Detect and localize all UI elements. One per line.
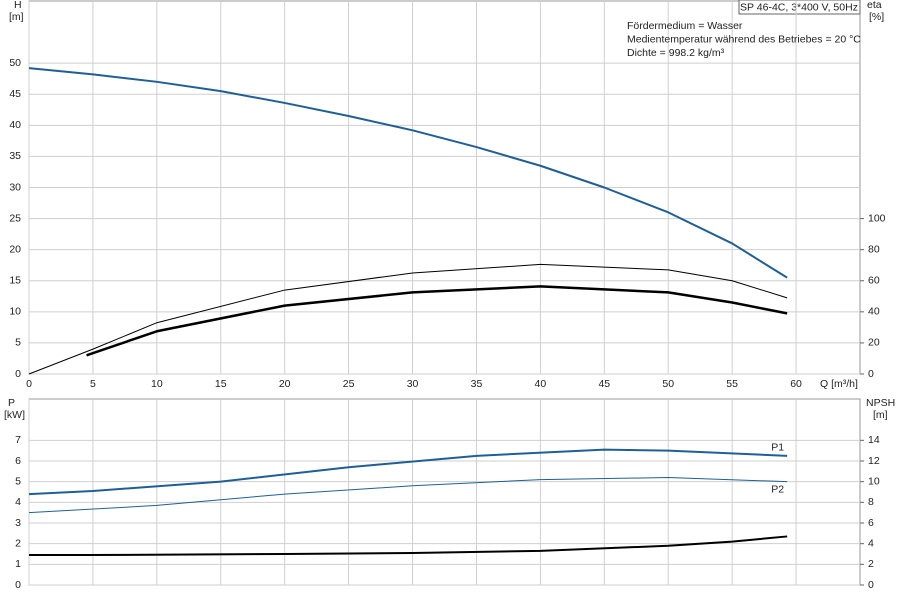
x-tick-label: 15 (215, 378, 227, 390)
y-tick-label: 40 (9, 119, 21, 131)
x-tick-label: 40 (535, 378, 547, 390)
series-label: P2 (771, 483, 784, 495)
x-tick-label: 55 (726, 378, 738, 390)
x-axis-label: Q [m³/h] (820, 378, 858, 390)
y-tick-label: 50 (9, 57, 21, 69)
y-tick-label: 6 (15, 455, 21, 467)
y2-tick-label: 2 (868, 558, 874, 570)
y2-tick-label: 20 (868, 337, 880, 349)
y-tick-label: 0 (15, 579, 21, 591)
series-label: P1 (771, 442, 784, 454)
y2-tick-label: 12 (868, 455, 880, 467)
curve (28, 263, 788, 375)
y2-axis-label: eta (867, 0, 882, 11)
y-tick-label: 3 (15, 517, 21, 529)
y-tick-label: 2 (15, 537, 21, 549)
y2-tick-label: 14 (868, 434, 880, 446)
x-tick-label: 50 (662, 378, 674, 390)
y-axis-label: H (14, 0, 22, 11)
x-tick-label: 5 (90, 378, 96, 390)
y-tick-label: 7 (15, 434, 21, 446)
y-tick-label: 10 (9, 306, 21, 318)
x-tick-label: 35 (471, 378, 483, 390)
y2-axis-unit: [m] (873, 409, 888, 421)
x-tick-label: 10 (151, 378, 163, 390)
y-tick-label: 35 (9, 150, 21, 162)
y2-tick-label: 8 (868, 496, 874, 508)
y2-tick-label: 0 (868, 368, 874, 380)
curve (86, 285, 788, 357)
grid-layer (28, 1, 860, 586)
y2-tick-label: 40 (868, 306, 880, 318)
y-tick-label: 20 (9, 243, 21, 255)
y-tick-label: 5 (15, 475, 21, 487)
y-axis-label: P (8, 397, 15, 409)
y2-tick-label: 80 (868, 243, 880, 255)
annotation: Medientemperatur während des Betriebes =… (627, 33, 861, 45)
y2-tick-label: 6 (868, 517, 874, 529)
chart-title: SP 46-4C, 3*400 V, 50Hz (740, 1, 858, 13)
y-tick-label: 30 (9, 181, 21, 193)
y2-tick-label: 100 (868, 212, 886, 224)
curve (28, 477, 788, 514)
y-tick-label: 0 (15, 368, 21, 380)
y-tick-label: 25 (9, 212, 21, 224)
curve (28, 448, 788, 496)
y-axis-unit: [kW] (4, 409, 25, 421)
title-box (738, 0, 861, 15)
y2-tick-label: 4 (868, 537, 874, 549)
y2-tick-label: 0 (868, 579, 874, 591)
x-tick-label: 60 (790, 378, 802, 390)
x-tick-label: 20 (279, 378, 291, 390)
y-tick-label: 5 (15, 337, 21, 349)
y-tick-label: 4 (15, 496, 21, 508)
bottom-frame (28, 398, 861, 586)
y-tick-label: 45 (9, 88, 21, 100)
y2-axis-label: NPSH (866, 397, 895, 409)
y2-axis-unit: [%] (869, 11, 884, 23)
line-layer (28, 67, 788, 557)
x-tick-label: 25 (343, 378, 355, 390)
x-tick-label: 30 (407, 378, 419, 390)
y-tick-label: 15 (9, 275, 21, 287)
curve (28, 67, 788, 279)
curve (29, 535, 788, 557)
x-tick-label: 45 (598, 378, 610, 390)
y-axis-unit: [m] (9, 11, 24, 23)
y2-tick-label: 10 (868, 475, 880, 487)
annotation: Dichte = 998.2 kg/m³ (627, 47, 725, 59)
y2-tick-label: 60 (868, 275, 880, 287)
annotation: Fördermedium = Wasser (627, 20, 743, 32)
y-tick-label: 1 (15, 558, 21, 570)
x-tick-label: 0 (26, 378, 32, 390)
